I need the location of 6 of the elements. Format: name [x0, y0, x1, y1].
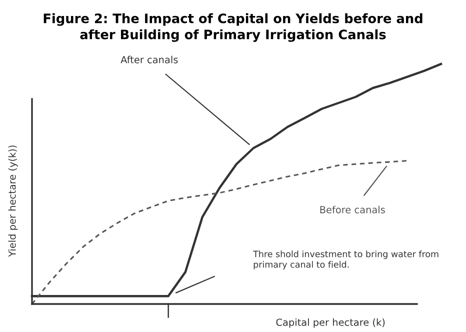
chart-title: Figure 2: The Impact of Capital on Yields before and after Building of Primary Irrigation Canals: [44, 13, 422, 42]
annotation: Thre shold investment to bring water from primary canal to field.: [253, 250, 438, 270]
text: After canals: [120, 56, 178, 64]
y-axis-title: Yield per hectare (y(k)): [8, 146, 18, 257]
text: Before canals: [320, 206, 385, 214]
x-axis-title: Capital per hectare (k): [276, 318, 385, 328]
